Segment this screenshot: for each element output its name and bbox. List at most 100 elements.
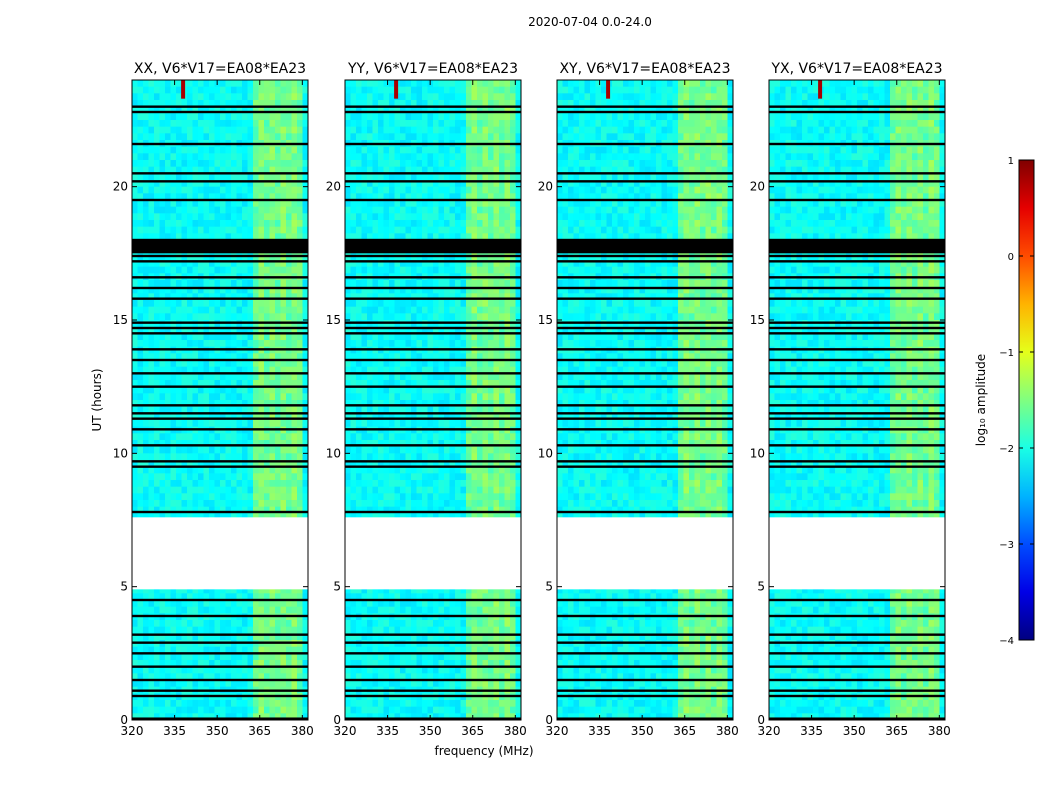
heatmap-cell	[499, 166, 505, 174]
heatmap-cell	[143, 186, 149, 194]
heatmap-cell	[181, 593, 188, 601]
heatmap-cell	[225, 446, 232, 454]
heatmap-cell	[405, 406, 412, 414]
heatmap-cell	[269, 180, 276, 188]
heatmap-cell	[493, 206, 500, 214]
heatmap-cell	[504, 340, 511, 348]
heatmap-cell	[499, 446, 505, 454]
heatmap-cell	[477, 280, 483, 288]
heatmap-cell	[286, 106, 292, 114]
heatmap-cell	[132, 86, 138, 94]
heatmap-cell	[231, 373, 237, 381]
heatmap-cell	[132, 233, 138, 241]
heatmap-cell	[515, 193, 521, 201]
heatmap-cell	[422, 453, 428, 461]
heatmap-cell	[350, 400, 357, 408]
heatmap-cell	[269, 660, 276, 668]
heatmap-cell	[264, 620, 270, 628]
heatmap-cell	[192, 300, 199, 308]
heatmap-cell	[170, 113, 177, 121]
y-tick-label: 20	[113, 180, 128, 194]
heatmap-cell	[143, 206, 149, 214]
heatmap-cell	[286, 413, 292, 421]
heatmap-cell	[471, 340, 478, 348]
heatmap-cell	[242, 506, 248, 514]
heatmap-cell	[275, 153, 281, 161]
heatmap-cell	[280, 466, 287, 474]
flagged-row	[132, 180, 308, 183]
heatmap-cell	[253, 220, 259, 228]
heatmap-cell	[291, 420, 298, 428]
heatmap-cell	[433, 333, 439, 341]
heatmap-cell	[367, 326, 373, 334]
heatmap-cell	[154, 340, 160, 348]
heatmap-cell	[203, 453, 210, 461]
heatmap-cell	[247, 360, 254, 368]
heatmap-cell	[515, 120, 521, 128]
heatmap-cell	[275, 446, 281, 454]
flagged-row	[132, 142, 308, 146]
heatmap-cell	[198, 226, 204, 234]
heatmap-cell	[411, 133, 417, 141]
heatmap-cell	[203, 306, 210, 314]
heatmap-cell	[269, 380, 276, 388]
heatmap-cell	[258, 166, 265, 174]
heatmap-cell	[148, 713, 155, 720]
heatmap-cell	[405, 353, 412, 361]
heatmap-cell	[280, 433, 287, 441]
heatmap-cell	[383, 413, 390, 421]
heatmap-cell	[132, 180, 138, 188]
heatmap-cell	[422, 186, 428, 194]
heatmap-cell	[231, 586, 237, 594]
heatmap-cell	[460, 333, 467, 341]
heatmap-cell	[394, 286, 401, 294]
heatmap-cell	[356, 433, 362, 441]
heatmap-cell	[137, 406, 144, 414]
flagged-row	[132, 412, 308, 415]
heatmap-cell	[411, 213, 417, 221]
heatmap-cell	[176, 233, 182, 241]
heatmap-cell	[242, 633, 248, 641]
heatmap-cell	[504, 326, 511, 334]
heatmap-cell	[209, 280, 215, 288]
heatmap-cell	[444, 213, 450, 221]
heatmap-cell	[383, 173, 390, 181]
heatmap-cell	[269, 373, 276, 381]
heatmap-cell	[269, 160, 276, 168]
heatmap-cell	[214, 120, 221, 128]
heatmap-cell	[187, 600, 193, 608]
heatmap-cell	[477, 153, 483, 161]
heatmap-cell	[286, 213, 292, 221]
heatmap-cell	[231, 413, 237, 421]
heatmap-cell	[302, 506, 308, 514]
heatmap-cell	[400, 193, 406, 201]
heatmap-cell	[427, 460, 434, 468]
heatmap-cell	[411, 300, 417, 308]
heatmap-cell	[433, 460, 439, 468]
heatmap-cell	[356, 293, 362, 301]
heatmap-cell	[383, 386, 390, 394]
heatmap-cell	[198, 600, 204, 608]
heatmap-cell	[176, 313, 182, 321]
heatmap-cell	[394, 226, 401, 234]
heatmap-cell	[148, 213, 155, 221]
heatmap-cell	[504, 386, 511, 394]
heatmap-cell	[187, 213, 193, 221]
heatmap-cell	[225, 413, 232, 421]
heatmap-cell	[510, 233, 516, 241]
heatmap-cell	[236, 620, 243, 628]
heatmap-cell	[247, 666, 254, 674]
heatmap-cell	[361, 93, 368, 101]
heatmap-cell	[192, 473, 199, 481]
heatmap-cell	[192, 173, 199, 181]
heatmap-cell	[203, 180, 210, 188]
heatmap-cell	[499, 286, 505, 294]
heatmap-cell	[427, 313, 434, 321]
heatmap-cell	[225, 360, 232, 368]
heatmap-cell	[280, 706, 287, 714]
heatmap-cell	[302, 200, 308, 208]
heatmap-cell	[383, 440, 390, 448]
heatmap-cell	[253, 633, 259, 641]
heatmap-cell	[148, 600, 155, 608]
heatmap-cell	[137, 660, 144, 668]
